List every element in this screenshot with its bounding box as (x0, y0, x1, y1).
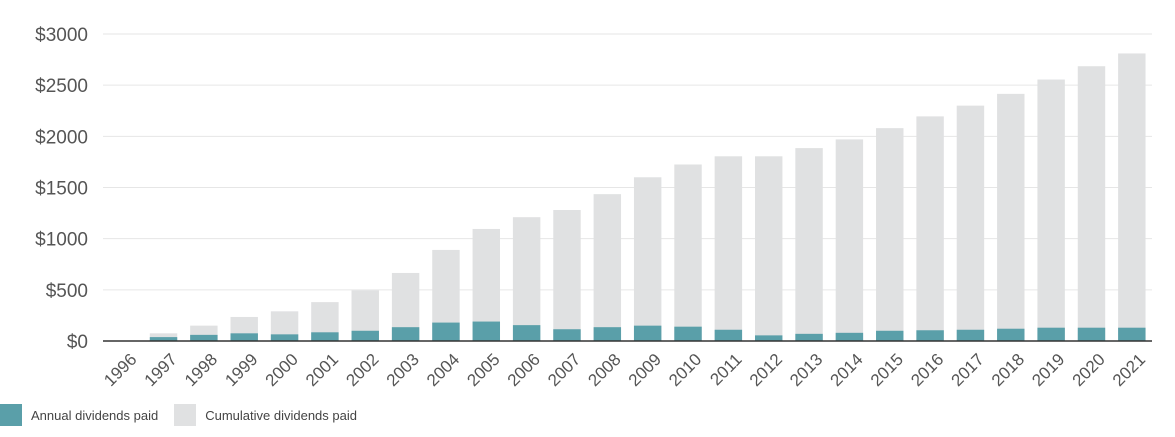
x-tick-label: 2018 (988, 350, 1028, 390)
y-tick-label: $1000 (35, 230, 88, 251)
x-tick-label: 1997 (141, 350, 181, 390)
legend-swatch-annual (0, 404, 22, 426)
bar-cumulative (1118, 53, 1146, 342)
bar-annual (956, 329, 985, 341)
bar-annual (190, 334, 218, 341)
bar-annual (916, 330, 944, 341)
x-tick-label: 2017 (948, 350, 988, 390)
x-tick-label: 2006 (504, 350, 544, 390)
x-tick-label: 2007 (544, 350, 584, 390)
x-tick-label: 2009 (625, 350, 665, 390)
x-tick-label: 1998 (181, 350, 221, 390)
bar-annual (876, 330, 904, 341)
bar-cumulative (916, 116, 944, 342)
x-tick-label: 2001 (302, 350, 342, 390)
bar-cumulative (593, 194, 622, 341)
bar-annual (714, 329, 743, 341)
x-tick-label: 2013 (786, 350, 826, 390)
y-tick-label: $0 (67, 332, 88, 353)
bar-annual (593, 327, 622, 341)
bar-annual (1037, 327, 1065, 341)
y-tick-label: $1500 (35, 179, 88, 200)
x-tick-label: 2020 (1069, 350, 1109, 390)
bar-cumulative (997, 93, 1025, 342)
legend: Annual dividends paid Cumulative dividen… (0, 404, 373, 426)
bar-annual (754, 335, 783, 341)
x-tick-label: 2014 (827, 350, 867, 390)
bar-annual (512, 325, 541, 341)
bar-cumulative (674, 164, 702, 341)
x-tick-label: 2002 (342, 350, 382, 390)
bar-annual (1077, 327, 1106, 341)
bar-cumulative (633, 177, 662, 341)
bar-cumulative (795, 148, 823, 341)
y-tick-label: $3000 (35, 25, 88, 46)
bar-annual (230, 333, 258, 341)
bar-annual (432, 322, 460, 341)
x-tick-label: 1999 (221, 350, 261, 390)
bar-cumulative (956, 105, 985, 341)
bar-cumulative (835, 139, 864, 341)
legend-item-annual: Annual dividends paid (0, 404, 158, 426)
x-tick-label: 2011 (706, 350, 745, 389)
x-tick-label: 2015 (867, 350, 907, 390)
bar-annual (391, 327, 420, 341)
bar-annual (553, 329, 581, 341)
y-tick-label: $2500 (35, 76, 88, 97)
bar-annual (795, 333, 823, 341)
legend-label-cumulative: Cumulative dividends paid (205, 407, 357, 423)
bar-annual (351, 330, 379, 341)
x-tick-label: 2012 (746, 350, 786, 390)
bar-cumulative (714, 156, 743, 341)
bar-annual (149, 337, 178, 341)
bar-cumulative (876, 128, 904, 341)
bar-cumulative (1077, 66, 1106, 342)
x-tick-label: 2019 (1028, 350, 1068, 390)
x-tick-label: 2003 (383, 350, 423, 390)
y-tick-label: $2000 (35, 127, 88, 148)
bar-annual (835, 332, 864, 341)
bar-annual (311, 332, 339, 341)
x-tick-label: 2008 (584, 350, 624, 390)
bar-cumulative (512, 217, 541, 341)
x-tick-label: 2010 (665, 350, 705, 390)
legend-item-cumulative: Cumulative dividends paid (174, 404, 357, 426)
y-tick-label: $500 (46, 281, 88, 302)
legend-label-annual: Annual dividends paid (31, 407, 159, 423)
bar-cumulative (754, 156, 783, 341)
x-tick-label: 1996 (100, 350, 140, 390)
x-tick-label: 2021 (1109, 350, 1149, 390)
x-tick-label: 2000 (262, 350, 302, 390)
x-tick-label: 2005 (463, 350, 503, 390)
bar-cumulative (553, 210, 581, 341)
bar-annual (270, 334, 299, 341)
bar-annual (674, 326, 702, 341)
bar-annual (1118, 327, 1146, 341)
x-tick-label: 2004 (423, 350, 463, 390)
bar-annual (633, 325, 662, 341)
bar-cumulative (1037, 79, 1065, 341)
x-tick-label: 2016 (907, 350, 947, 390)
bar-annual (472, 321, 501, 341)
legend-swatch-cumulative (174, 404, 197, 426)
bar-annual (997, 328, 1025, 341)
